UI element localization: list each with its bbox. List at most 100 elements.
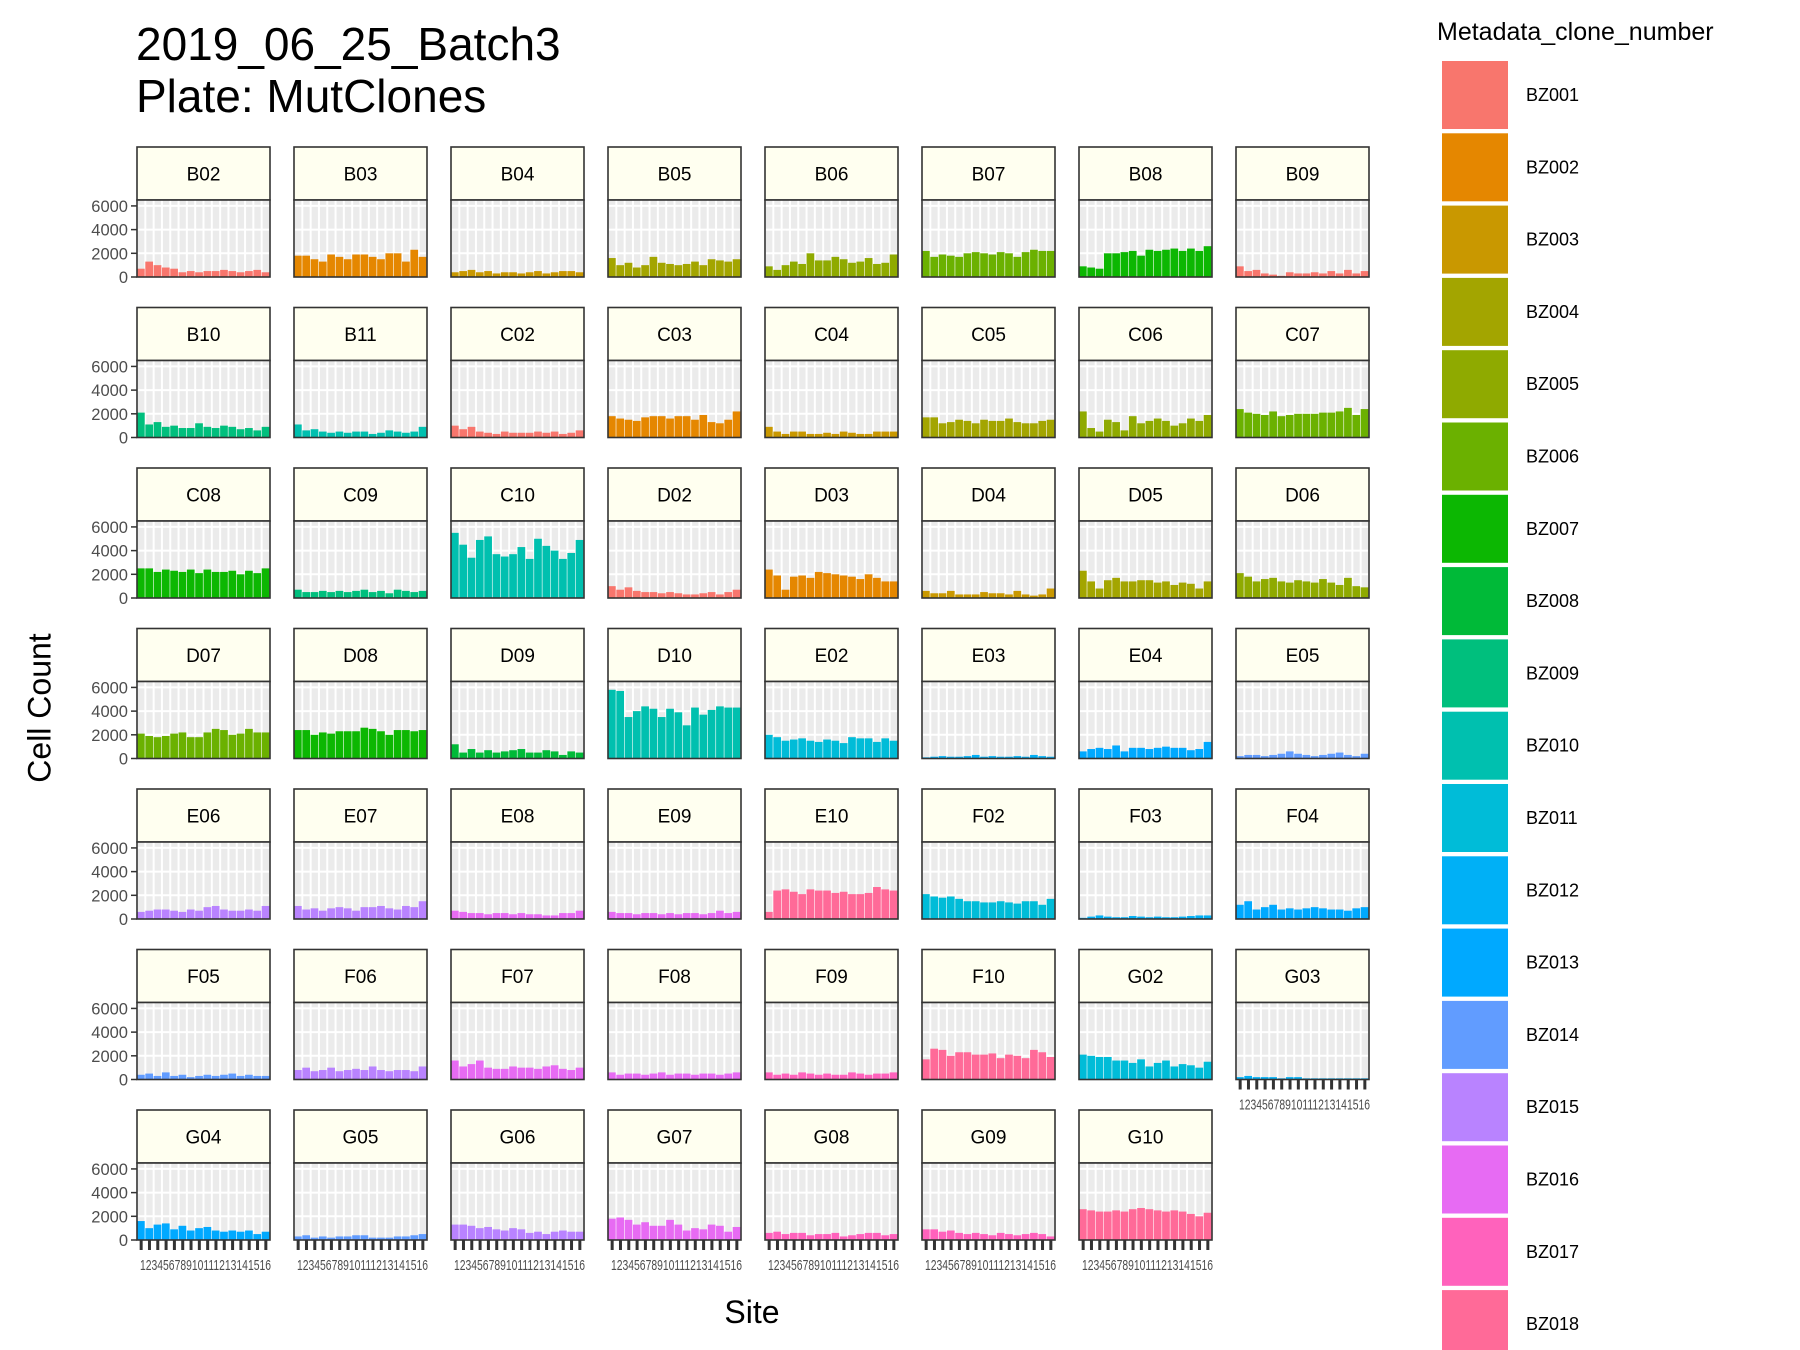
bar-g10-site-16 <box>1203 1212 1212 1240</box>
bar-d10-site-7 <box>657 717 666 759</box>
bar-f04-site-2 <box>1244 901 1253 919</box>
grid-band <box>1278 1002 1285 1080</box>
strip-label-b11: B11 <box>344 325 376 346</box>
bar-d07-site-9 <box>203 732 212 759</box>
x-tick-labels-g05: 12345678910111213141516 <box>297 1257 428 1274</box>
bar-c04-site-15 <box>881 431 890 438</box>
bar-e03-site-4 <box>946 756 955 759</box>
bar-c09-site-4 <box>318 590 327 598</box>
panel-border-g05 <box>293 1162 428 1241</box>
grid-band <box>840 360 848 438</box>
grid-band <box>931 681 938 759</box>
bar-g09-site-8 <box>980 1234 988 1240</box>
bar-b05-site-11 <box>691 261 699 277</box>
bar-b08-site-9 <box>1145 249 1154 277</box>
bar-c03-site-2 <box>616 418 625 438</box>
bar-f03-site-11 <box>1162 917 1170 919</box>
bar-d04-site-15 <box>1038 594 1047 598</box>
bar-c08-site-2 <box>145 568 154 598</box>
bar-g05-site-12 <box>385 1237 394 1240</box>
bar-g07-site-1 <box>608 1218 616 1240</box>
grid-band <box>799 1002 806 1080</box>
grid-band <box>171 360 178 438</box>
bar-b02-site-7 <box>186 271 195 277</box>
bar-c02-site-1 <box>451 425 459 438</box>
grid-band <box>658 360 666 438</box>
bar-e03-site-13 <box>1021 756 1030 759</box>
bar-f09-site-7 <box>814 1074 823 1080</box>
grid-band <box>981 200 988 277</box>
bar-d05-site-7 <box>1128 581 1137 598</box>
bar-g06-site-11 <box>534 1231 542 1240</box>
bar-g08-site-6 <box>806 1235 815 1240</box>
bar-d02-site-1 <box>608 586 616 598</box>
bar-c10-site-1 <box>451 532 459 598</box>
bar-d05-site-16 <box>1203 581 1212 598</box>
bar-f10-site-15 <box>1038 1052 1047 1080</box>
grid-band <box>543 200 550 277</box>
bar-g09-site-9 <box>988 1235 997 1240</box>
bar-c10-site-9 <box>517 547 526 598</box>
bar-d02-site-3 <box>624 587 633 598</box>
grid-band <box>650 200 657 277</box>
bar-e07-site-6 <box>335 907 344 919</box>
bar-e10-site-8 <box>823 890 831 919</box>
bar-f04-site-9 <box>1302 908 1311 919</box>
y-tick-label: 2000 <box>91 1048 128 1066</box>
bar-d07-site-11 <box>220 730 228 759</box>
bar-b07-site-8 <box>980 253 988 277</box>
grid-band <box>1138 521 1145 598</box>
grid-band <box>535 360 542 438</box>
grid-band <box>568 360 575 438</box>
grid-band <box>319 1163 327 1240</box>
bar-d05-site-3 <box>1095 588 1104 598</box>
grid-band <box>1188 842 1195 919</box>
bar-g06-site-13 <box>550 1231 559 1240</box>
grid-band <box>1096 681 1103 759</box>
bar-g10-site-12 <box>1170 1210 1179 1240</box>
x-tick-labels-g04: 12345678910111213141516 <box>140 1257 271 1274</box>
grid-band <box>336 1002 343 1080</box>
grid-band <box>187 842 195 919</box>
grid-band <box>667 521 674 598</box>
grid-band <box>972 200 980 277</box>
bar-d05-site-10 <box>1153 582 1162 598</box>
grid-band <box>1113 200 1120 277</box>
bar-e05-site-7 <box>1285 751 1294 759</box>
bar-g04-site-13 <box>236 1231 245 1240</box>
bar-c09-site-5 <box>327 592 335 598</box>
grid-band <box>369 360 377 438</box>
bar-f02-site-9 <box>988 902 997 919</box>
grid-band <box>460 842 467 919</box>
strip-label-f04: F04 <box>1286 807 1319 828</box>
grid-band <box>254 842 261 919</box>
bar-f09-site-6 <box>806 1073 815 1080</box>
grid-band <box>386 360 393 438</box>
bar-f03-site-8 <box>1137 916 1145 919</box>
grid-band <box>1014 360 1021 438</box>
grid-band <box>765 1163 773 1240</box>
grid-band <box>997 200 1005 277</box>
bar-d09-site-9 <box>517 749 526 759</box>
grid-band <box>700 521 707 598</box>
bar-c09-site-11 <box>377 590 385 598</box>
grid-band <box>608 200 616 277</box>
grid-band <box>196 681 203 759</box>
grid-band <box>1303 1002 1310 1080</box>
grid-band <box>807 842 814 919</box>
grid-band <box>171 1163 178 1240</box>
bar-g08-site-10 <box>839 1236 848 1240</box>
bar-g08-site-13 <box>864 1232 873 1240</box>
grid-band <box>361 360 368 438</box>
bar-f07-site-6 <box>492 1068 501 1080</box>
grid-band <box>229 1163 236 1240</box>
strip-g07 <box>607 1109 742 1164</box>
grid-band <box>1022 842 1030 919</box>
grid-band <box>328 1163 335 1240</box>
bar-d06-site-9 <box>1302 581 1311 598</box>
bar-f06-site-12 <box>385 1071 394 1080</box>
bar-b05-site-2 <box>616 265 625 277</box>
bar-f06-site-7 <box>343 1070 352 1080</box>
legend-key-bz011 <box>1442 784 1508 852</box>
bar-g06-site-1 <box>451 1224 459 1240</box>
